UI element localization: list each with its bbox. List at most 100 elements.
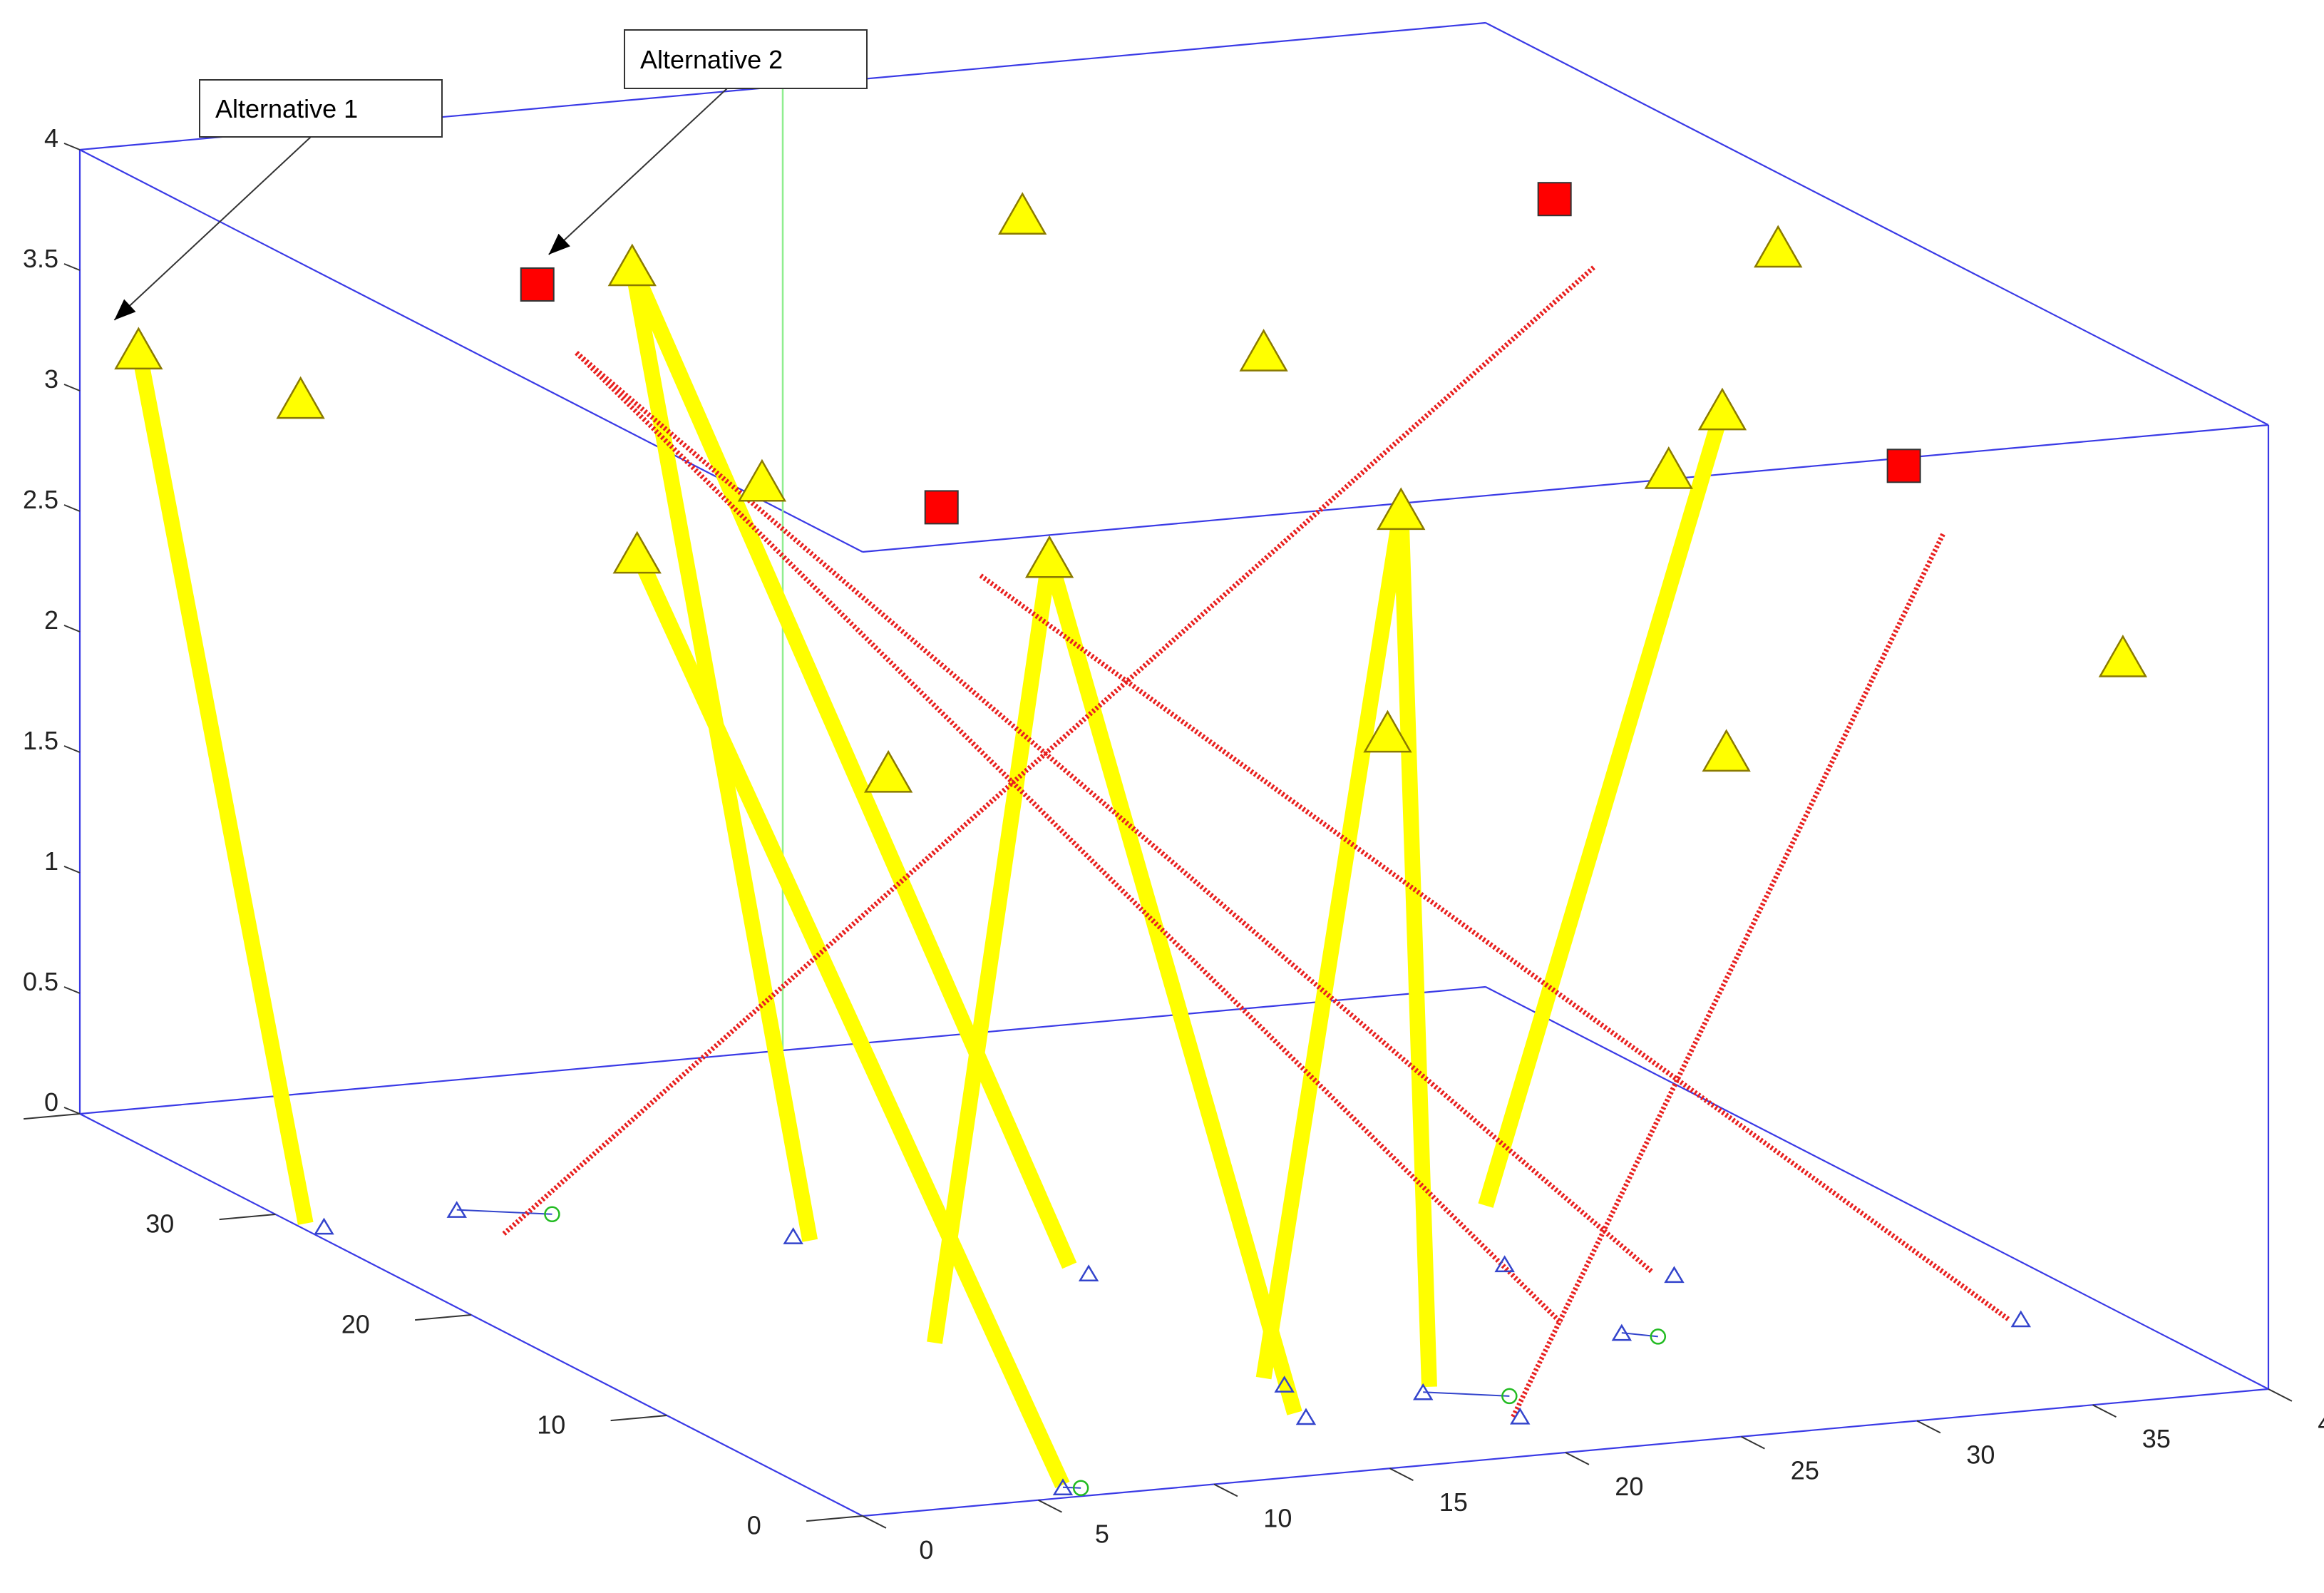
x-tick-label: 0 <box>919 1535 933 1564</box>
x-tick-label: 15 <box>1439 1487 1468 1517</box>
z-tick-label: 0 <box>44 1087 58 1117</box>
ground-triangle-marker <box>1274 1376 1295 1393</box>
yellow-triangle-marker <box>612 531 662 574</box>
red-dotted-line <box>1511 533 1945 1418</box>
ground-connector <box>1621 1332 1658 1338</box>
yellow-line <box>1255 508 1409 1380</box>
z-tick-label: 2.5 <box>23 485 58 514</box>
z-tick-mark <box>63 1107 81 1115</box>
z-tick-label: 1.5 <box>23 726 58 755</box>
x-tick-mark <box>2268 1388 2293 1402</box>
yellow-triangle-marker <box>998 192 1047 235</box>
box-edge <box>1485 986 2269 1390</box>
ground-triangle-marker <box>1295 1408 1317 1425</box>
yellow-line <box>130 347 314 1225</box>
ground-triangle-marker <box>314 1217 334 1235</box>
red-square-marker <box>924 490 959 525</box>
ground-triangle-marker <box>1611 1323 1633 1341</box>
yellow-triangle-marker <box>1697 387 1747 431</box>
callouts: Alternative 1 Alternative 2 <box>113 29 868 321</box>
ground-triangle-marker <box>1413 1383 1434 1400</box>
z-tick-label: 3 <box>44 364 58 394</box>
alternative-1-arrowhead <box>114 299 136 320</box>
ground-markers <box>456 1206 1667 1497</box>
yellow-triangle-marker <box>2098 635 2148 677</box>
y-tick-mark <box>806 1515 863 1522</box>
x-tick-label: 35 <box>2142 1424 2171 1453</box>
x-tick-label: 25 <box>1791 1456 1819 1485</box>
x-tick-mark <box>1565 1452 1590 1465</box>
box-edge <box>1485 22 2269 426</box>
tick-labels: 051015202530354001020304000.511.522.533.… <box>23 123 2324 1564</box>
ground-circle-marker <box>1501 1388 1518 1405</box>
alternative-2-box <box>624 29 868 89</box>
z-tick-mark <box>63 384 81 391</box>
ground-connector <box>1423 1391 1510 1397</box>
z-tick-mark <box>63 745 81 753</box>
z-tick-mark <box>63 263 81 271</box>
y-tick-label: 20 <box>341 1310 370 1339</box>
alternative-1-label: Alternative 1 <box>215 94 358 123</box>
ground-triangle-marker <box>1494 1255 1515 1273</box>
yellow-triangle-marker <box>1024 535 1074 578</box>
x-tick-mark <box>1038 1499 1062 1513</box>
x-tick-mark <box>1916 1420 1941 1434</box>
yellow-triangle-marker <box>1754 225 1803 268</box>
yellow-line <box>1393 508 1437 1388</box>
x-tick-mark <box>1213 1483 1238 1497</box>
alternative-2-label: Alternative 2 <box>640 45 783 74</box>
z-tick-label: 1 <box>44 846 58 876</box>
tick-marks <box>24 143 2293 1529</box>
red-dotted-line <box>502 265 1595 1236</box>
x-tick-label: 40 <box>2318 1408 2324 1438</box>
yellow-line <box>1478 407 1730 1208</box>
x-tick-mark <box>1741 1435 1765 1450</box>
box-edge <box>862 424 2269 553</box>
red-dotted-line <box>575 351 1655 1274</box>
yellow-triangle-marker <box>1644 446 1693 489</box>
z-tick-mark <box>63 625 81 632</box>
yellow-triangle-marker <box>737 459 787 502</box>
red-square-marker <box>1537 182 1572 217</box>
yellow-line <box>629 549 1070 1489</box>
y-tick-label: 10 <box>537 1410 565 1440</box>
ground-connector <box>456 1209 552 1215</box>
yellow-triangle-marker <box>114 327 163 370</box>
yellow-triangle-marker <box>1377 487 1426 531</box>
red-dotted-line <box>979 573 2010 1321</box>
yellow-triangle-marker <box>864 749 913 793</box>
x-tick-label: 20 <box>1615 1472 1643 1501</box>
x-tick-mark <box>862 1515 887 1529</box>
alternative-2-arrowhead <box>548 233 570 255</box>
yellow-triangle-marker <box>1702 729 1751 772</box>
ground-connector <box>1062 1486 1081 1489</box>
z-tick-label: 4 <box>44 123 58 153</box>
elevated-markers <box>114 182 2148 1495</box>
ground-triangle-marker <box>1078 1264 1099 1281</box>
x-tick-label: 10 <box>1263 1503 1292 1532</box>
alternative-1-arrow <box>113 136 312 321</box>
z-tick-mark <box>63 143 81 150</box>
ground-circle-marker <box>1072 1480 1089 1497</box>
ground-triangle-marker <box>1664 1266 1685 1284</box>
x-tick-mark <box>2092 1404 2117 1418</box>
yellow-line <box>624 262 1077 1269</box>
red-square-marker <box>520 267 555 302</box>
red-dotted-line <box>575 351 1563 1325</box>
y-tick-mark <box>24 1113 81 1120</box>
x-tick-label: 30 <box>1966 1440 1995 1469</box>
x-tick-mark <box>1389 1467 1414 1482</box>
y-tick-label: 30 <box>145 1209 174 1239</box>
red-square-marker <box>1886 449 1921 483</box>
z-tick-mark <box>63 866 81 874</box>
ground-triangle-marker <box>1510 1407 1531 1425</box>
ground-triangle-marker <box>783 1227 803 1244</box>
yellow-line <box>927 555 1057 1344</box>
red-segments <box>502 265 2010 1418</box>
z-tick-label: 3.5 <box>23 244 58 273</box>
ground-triangle-marker <box>446 1201 467 1218</box>
z-tick-mark <box>63 986 81 994</box>
z-tick-label: 2 <box>44 605 58 635</box>
ground-triangle-marker <box>1052 1478 1074 1495</box>
